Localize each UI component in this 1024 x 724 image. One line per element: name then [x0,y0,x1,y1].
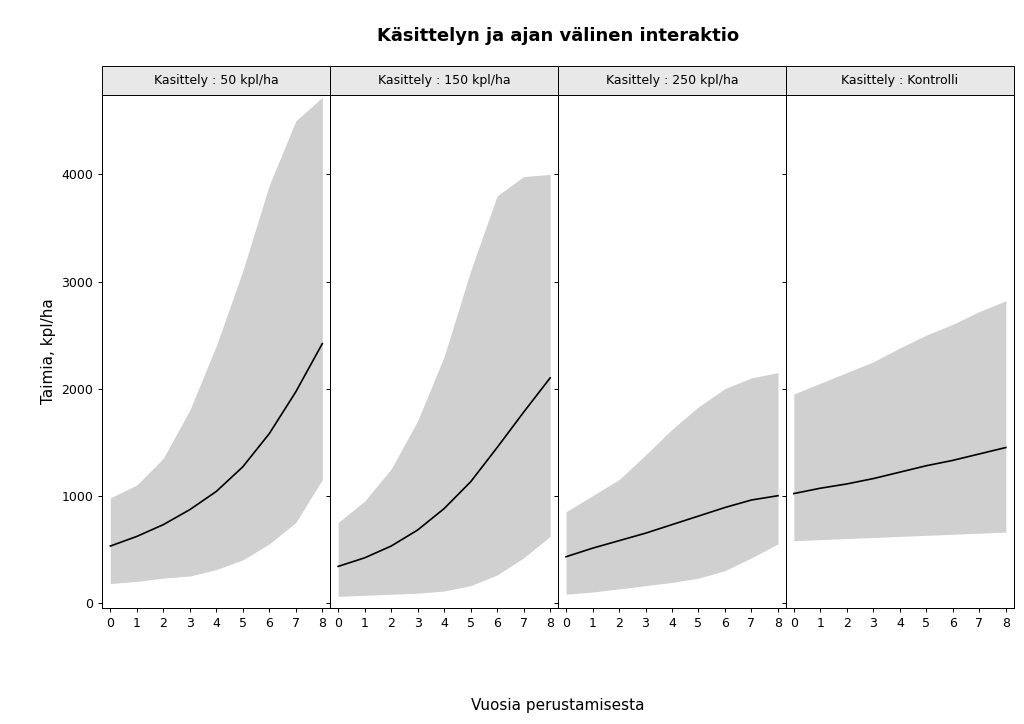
Text: Kasittely : 150 kpl/ha: Kasittely : 150 kpl/ha [378,74,511,87]
Text: Vuosia perustamisesta: Vuosia perustamisesta [471,699,645,713]
Text: Kasittely : 50 kpl/ha: Kasittely : 50 kpl/ha [154,74,279,87]
Y-axis label: Taimia, kpl/ha: Taimia, kpl/ha [41,298,56,404]
Text: Kasittely : 250 kpl/ha: Kasittely : 250 kpl/ha [605,74,738,87]
Text: Kasittely : Kontrolli: Kasittely : Kontrolli [842,74,958,87]
Text: Käsittelyn ja ajan välinen interaktio: Käsittelyn ja ajan välinen interaktio [377,28,739,45]
